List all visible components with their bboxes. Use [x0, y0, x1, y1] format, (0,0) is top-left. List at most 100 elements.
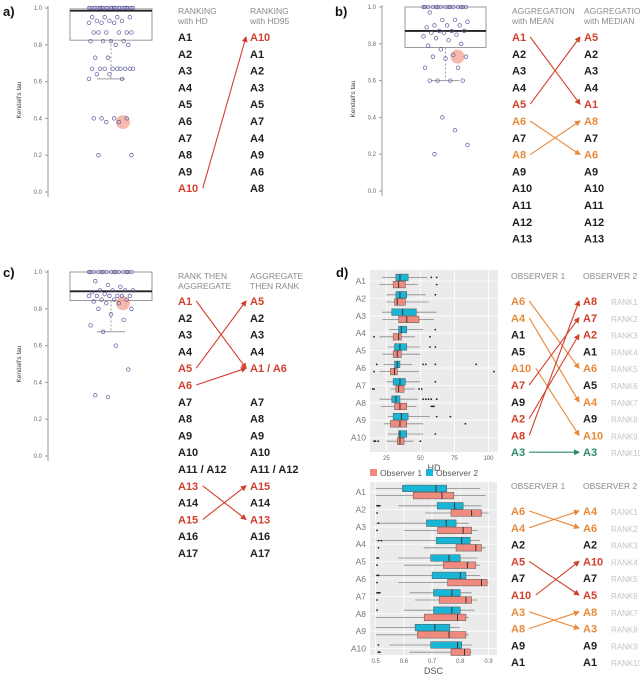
ranking-item: A9 — [584, 166, 598, 178]
data-point — [433, 4, 439, 10]
boxplot-box-obs1 — [390, 368, 398, 376]
rank-change-arrow — [529, 610, 580, 630]
data-point — [122, 66, 128, 71]
boxplot-box-obs2 — [395, 273, 409, 281]
ranking-item: A7 — [250, 397, 264, 409]
rank-change-arrow — [528, 316, 580, 386]
outlier-point — [377, 651, 380, 654]
ranking-item: A3 — [250, 82, 264, 94]
boxplot-box-obs1 — [438, 596, 472, 604]
outlier-point — [378, 591, 381, 594]
ranking-item: A6 — [511, 296, 525, 308]
outlier-point — [378, 651, 381, 654]
data-point — [99, 297, 104, 302]
panel-label: d) — [336, 265, 348, 280]
outlier-point — [378, 504, 381, 507]
data-point — [100, 329, 106, 334]
outlier-point — [464, 422, 467, 425]
outlier-point — [380, 539, 383, 542]
outlier-point — [433, 405, 435, 408]
y-tick-label: 0.2 — [34, 153, 43, 159]
x-axis-label: DSC — [424, 666, 444, 676]
data-point — [124, 116, 129, 121]
data-point — [99, 116, 104, 121]
algorithm-label: A9 — [356, 626, 367, 636]
boxplot-box-obs1 — [443, 561, 477, 569]
boxplot-box-obs1 — [392, 281, 406, 289]
data-point — [432, 152, 437, 157]
ranking-item: A1 — [511, 330, 525, 342]
x-tick-label: 100 — [483, 456, 494, 462]
legend-swatch — [426, 469, 433, 476]
algorithm-label: A10 — [351, 644, 366, 654]
y-tick-label: 1.0 — [34, 270, 43, 276]
data-point — [424, 25, 429, 30]
boxplot-box-obs2 — [433, 606, 461, 614]
x-axis-label: HD — [428, 463, 441, 473]
ranking-d-hd: OBSERVER 1 A6 A4 A1 A5 A10 A7 A9 A2 A8 A3 OBSERVER … — [511, 271, 640, 459]
data-point — [100, 269, 106, 275]
boxplot-box-obs1 — [398, 315, 420, 323]
data-point — [86, 5, 92, 11]
ranking-item: A3 — [583, 447, 597, 459]
ranking-item: A3 — [178, 330, 192, 342]
outlier-point — [376, 574, 378, 577]
algorithm-label: A2 — [356, 293, 367, 303]
data-point — [105, 282, 111, 288]
ranking-item: A15 — [178, 514, 198, 526]
data-point — [121, 38, 126, 44]
data-point — [96, 5, 101, 11]
ranking-item: A5 — [584, 32, 598, 44]
algorithm-label: A4 — [356, 328, 367, 338]
algorithm-label: A3 — [356, 522, 367, 532]
rank-label: RANK6 — [611, 592, 638, 601]
x-tick-label: 0.6 — [400, 659, 409, 665]
data-point — [121, 5, 126, 11]
data-point — [116, 301, 122, 306]
boxplot-box-obs1 — [412, 492, 455, 500]
data-point — [104, 269, 109, 275]
rank-change-arrow — [535, 367, 580, 437]
data-point — [433, 36, 439, 41]
ranking-item: A3 — [512, 66, 526, 78]
data-point — [99, 20, 104, 25]
data-point — [113, 269, 118, 275]
data-point — [129, 269, 134, 275]
data-point — [86, 269, 92, 275]
data-point — [451, 52, 456, 57]
data-point — [119, 293, 125, 299]
ranking-item: A4 — [250, 346, 265, 358]
y-tick-label: 0.4 — [34, 116, 43, 122]
ranking-item: A6 — [178, 380, 192, 392]
panel-d: d) 25 50 75 100 HD A1 A2 A3 A4 A5 A6 A7 A8 A9 A10 Observ… — [336, 265, 498, 676]
ranking-item: A1 — [583, 657, 597, 669]
ranking-item: A2 — [583, 540, 597, 552]
y-tick-label: 1.0 — [34, 6, 43, 12]
data-point — [440, 17, 445, 23]
data-point — [93, 5, 98, 11]
algorithm-label: A5 — [356, 557, 367, 567]
outlier-point — [429, 346, 431, 348]
outlier-point — [419, 440, 422, 443]
algorithm-label: A2 — [356, 504, 367, 514]
rank-label: RANK10 — [611, 659, 640, 668]
ranking-item: A8 — [250, 183, 264, 195]
data-point — [102, 291, 107, 297]
ranking-item: A8 — [512, 150, 526, 162]
data-point — [111, 5, 117, 11]
panel-a: a) 0.0 0.2 0.4 0.6 0.8 1.0 Kendall's tau — [3, 4, 153, 197]
x-tick-label: 0.8 — [456, 659, 465, 665]
data-point — [89, 290, 95, 295]
outlier-point — [430, 276, 433, 279]
outlier-point — [371, 388, 374, 390]
data-point — [127, 293, 133, 299]
ranking-item: A8 — [511, 624, 525, 636]
data-point — [93, 393, 98, 398]
y-tick-label: 0.8 — [368, 42, 377, 48]
rank-label: RANK5 — [611, 575, 638, 584]
data-point — [119, 18, 125, 24]
ranking-item: A7 — [511, 380, 525, 392]
ranking-item: A1 — [583, 346, 597, 358]
data-point — [426, 43, 431, 48]
data-point — [99, 5, 104, 11]
